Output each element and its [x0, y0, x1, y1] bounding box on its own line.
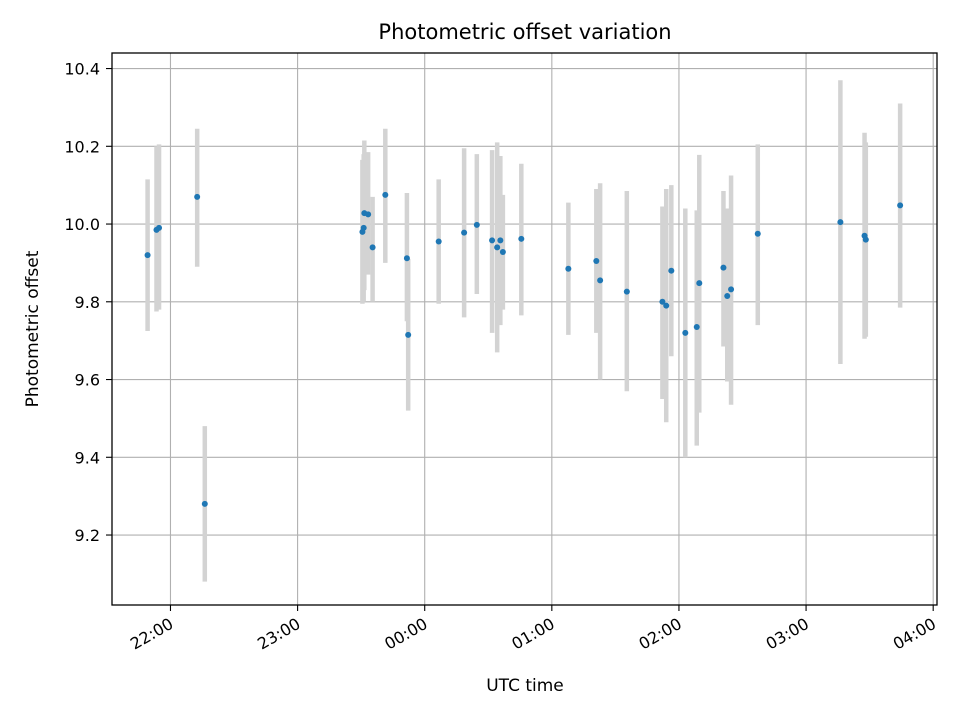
data-point	[382, 191, 389, 198]
data-point	[693, 324, 700, 331]
data-point	[668, 267, 675, 274]
data-point	[156, 224, 163, 231]
data-point	[720, 264, 727, 271]
data-point	[369, 244, 376, 251]
data-point	[518, 235, 525, 242]
x-tick-label: 03:00	[763, 614, 812, 654]
data-point	[494, 244, 501, 251]
y-axis-label: Photometric offset	[23, 250, 43, 407]
data-point	[663, 302, 670, 309]
data-point	[435, 238, 442, 245]
data-point	[360, 224, 367, 231]
y-tick-label: 9.4	[75, 448, 100, 467]
data-point	[461, 229, 468, 236]
data-point	[194, 193, 201, 200]
data-point	[497, 237, 504, 244]
x-axis-ticks: 22:00 23:00 00:00 01:00 02:00 03:00 04:00	[127, 605, 939, 654]
chart-title: Photometric offset variation	[378, 20, 671, 44]
data-point	[499, 249, 506, 256]
y-tick-label: 10.4	[64, 60, 100, 79]
data-point	[403, 255, 410, 262]
data-point	[365, 211, 372, 218]
data-point	[593, 257, 600, 264]
x-tick-label: 23:00	[254, 614, 303, 654]
data-point	[724, 292, 731, 299]
data-point	[623, 288, 630, 295]
x-tick-label: 00:00	[381, 614, 430, 654]
data-point	[897, 202, 904, 209]
error-bars	[145, 80, 903, 582]
x-axis-label: UTC time	[486, 676, 564, 696]
data-point	[837, 219, 844, 226]
plot-frame	[111, 52, 938, 606]
data-point	[597, 277, 604, 284]
data-point	[696, 280, 703, 287]
data-point	[405, 331, 412, 338]
y-tick-label: 10.0	[64, 215, 100, 234]
y-tick-label: 10.2	[64, 137, 100, 156]
data-point	[659, 298, 666, 305]
x-tick-label: 22:00	[127, 614, 176, 654]
data-point	[201, 500, 208, 507]
grid	[112, 53, 937, 605]
data-point	[682, 329, 689, 336]
data-point	[754, 230, 761, 237]
data-point	[565, 265, 572, 272]
data-point	[862, 236, 869, 243]
data-point	[489, 237, 496, 244]
data-point	[473, 221, 480, 228]
y-axis-ticks: 9.2 9.4 9.6 9.8 10.0 10.2 10.4	[64, 60, 112, 545]
x-tick-label: 04:00	[890, 614, 939, 654]
y-tick-label: 9.6	[75, 371, 100, 390]
data-point	[144, 252, 151, 259]
y-tick-label: 9.2	[75, 526, 100, 545]
y-tick-label: 9.8	[75, 293, 100, 312]
data-points	[144, 191, 904, 507]
x-tick-label: 02:00	[636, 614, 685, 654]
x-tick-label: 01:00	[508, 614, 557, 654]
data-point	[728, 286, 735, 293]
